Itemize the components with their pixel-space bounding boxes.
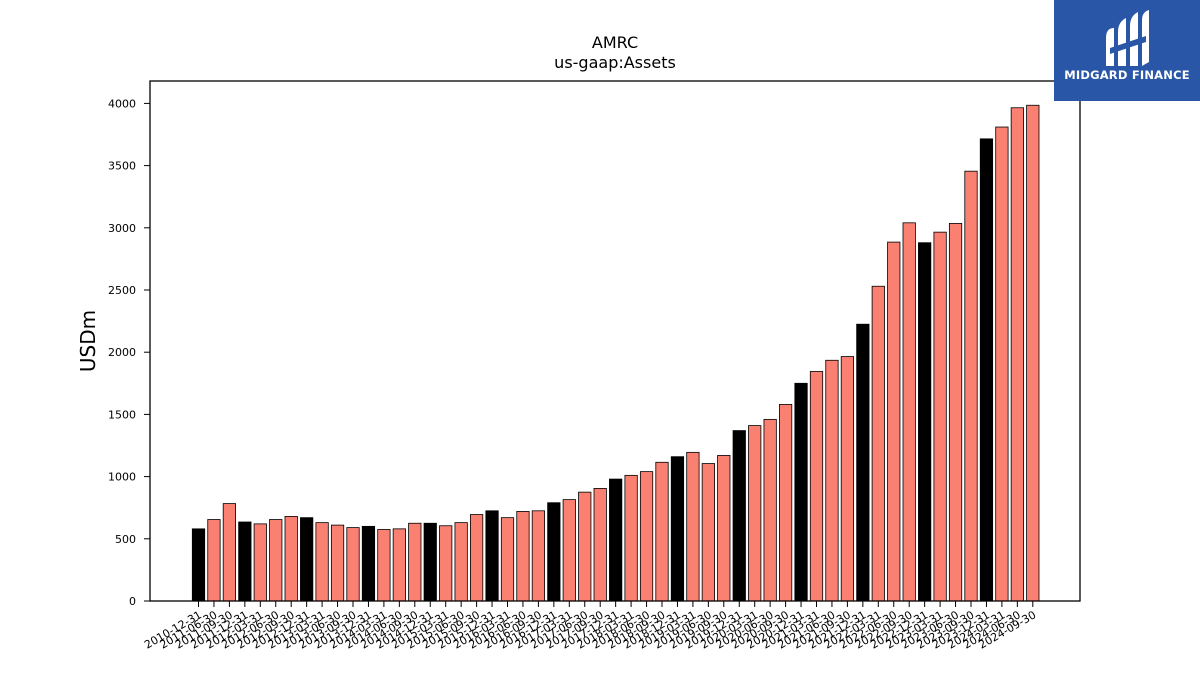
bar-2010-12-31 [191, 528, 206, 602]
bars-group [191, 104, 1040, 602]
bar-2015-06-30 [454, 522, 468, 602]
bar-2023-03-31 [933, 231, 947, 602]
bar-2011-06-30 [207, 519, 221, 602]
bar-2014-12-31 [423, 522, 437, 602]
midgard-finance-logo: MIDGARD FINANCE [1054, 0, 1200, 101]
y-tick-label: 2000 [108, 346, 136, 359]
bar-2015-09-30 [469, 514, 484, 602]
bar-2021-09-30 [840, 356, 855, 602]
y-tick-label: 3500 [108, 160, 136, 173]
bar-2021-03-31 [809, 371, 824, 602]
bar-2016-06-30 [516, 511, 530, 602]
bar-2018-09-30 [655, 461, 669, 602]
bar-2018-06-30 [639, 471, 654, 602]
y-tick-label: 0 [129, 595, 136, 608]
bar-2020-09-30 [779, 404, 793, 602]
bar-2012-06-30 [269, 519, 283, 602]
logo-text: MIDGARD FINANCE [1064, 68, 1190, 82]
bar-2021-12-31 [856, 323, 870, 602]
bar-2020-12-31 [794, 382, 808, 602]
y-tick-label: 1500 [108, 408, 136, 421]
bar-2015-03-31 [439, 525, 453, 602]
y-axis-label: USDm [76, 310, 100, 372]
bar-2022-06-30 [887, 241, 901, 602]
bar-2023-09-30 [964, 170, 978, 602]
y-tick-label: 4000 [108, 97, 136, 110]
bar-2019-09-30 [717, 455, 731, 602]
bar-2024-06-30 [1010, 107, 1024, 602]
bar-2017-03-31 [562, 499, 576, 602]
plot-frame [149, 80, 1081, 602]
bar-2017-09-30 [593, 488, 607, 602]
bar-2016-03-31 [500, 517, 515, 602]
bar-2019-12-31 [732, 430, 746, 602]
logo-mark-icon [1106, 10, 1149, 66]
bar-2011-09-30 [222, 503, 236, 602]
bar-2022-09-30 [902, 222, 916, 602]
bar-2020-03-31 [748, 425, 762, 602]
bar-2019-03-31 [686, 451, 700, 602]
y-tick-label: 2500 [108, 284, 136, 297]
bar-2023-12-31 [979, 138, 994, 602]
y-tick-label: 1000 [108, 471, 136, 484]
bar-2015-12-31 [485, 510, 499, 602]
bar-2018-12-31 [670, 456, 685, 602]
bar-2012-03-31 [253, 523, 267, 602]
bar-2018-03-31 [624, 474, 638, 602]
bar-2016-12-31 [547, 502, 561, 602]
bar-2012-12-31 [300, 517, 314, 602]
bar-2014-09-30 [408, 522, 422, 602]
bar-2016-09-30 [531, 510, 546, 602]
bar-2024-09-30 [1026, 104, 1040, 602]
bar-2021-06-30 [825, 359, 839, 602]
bar-2019-06-30 [701, 463, 715, 602]
bar-2020-06-30 [763, 418, 777, 602]
y-tick-label: 3000 [108, 222, 136, 235]
bar-2013-12-31 [361, 525, 376, 602]
chart-subtitle: us-gaap:Assets [554, 53, 676, 72]
bar-2022-03-31 [871, 285, 885, 602]
bar-2017-06-30 [578, 491, 592, 602]
bar-2023-06-30 [948, 223, 963, 602]
bar-2013-06-30 [330, 524, 345, 602]
bar-2013-09-30 [346, 527, 360, 602]
bar-2017-12-31 [609, 478, 623, 602]
chart-title: AMRC [592, 33, 638, 52]
bar-2011-12-31 [238, 521, 252, 602]
bar-2014-06-30 [392, 528, 406, 602]
bar-2022-12-31 [918, 242, 932, 602]
bar-2024-03-31 [995, 126, 1009, 602]
y-axis-ticks: 0 500 1000 1500 2000 2500 3000 3500 4000 [108, 97, 150, 608]
y-tick-label: 500 [115, 533, 136, 546]
x-axis-ticks: 2010-12-312011-06-302011-09-302011-12-31… [142, 601, 1038, 652]
bar-2013-03-31 [315, 522, 329, 602]
bar-2014-03-31 [377, 529, 391, 602]
bar-2012-09-30 [284, 516, 298, 602]
